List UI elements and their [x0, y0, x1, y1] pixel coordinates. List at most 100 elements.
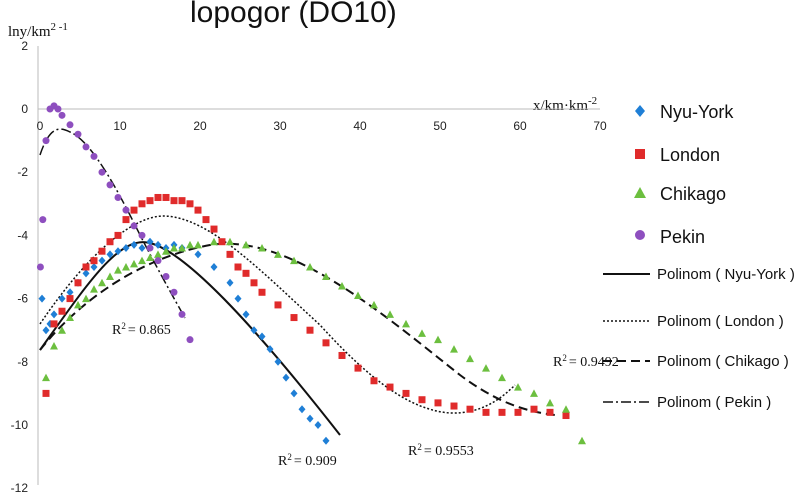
- data-point-london: [370, 377, 378, 385]
- data-point-london: [50, 320, 58, 328]
- data-point-london: [178, 197, 186, 205]
- data-point-nyu-york: [274, 357, 282, 366]
- x-tick-label: 20: [193, 119, 207, 133]
- legend: Nyu-York London Chikago Pekin Polinom ( …: [603, 102, 795, 411]
- data-point-london: [546, 408, 554, 416]
- data-point-london: [242, 269, 250, 277]
- data-point-london: [250, 279, 258, 287]
- data-point-nyu-york: [146, 237, 154, 246]
- data-point-chikago: [194, 240, 202, 249]
- y-tick-label: -6: [17, 292, 28, 306]
- data-point-chikago: [106, 272, 114, 280]
- r2-label-chikago: R2 = 0.9492: [553, 353, 619, 370]
- data-point-chikago: [210, 237, 218, 246]
- r2-label-pekin: R2 = 0.865: [112, 321, 171, 338]
- y-tick-label: -2: [17, 165, 28, 179]
- legend-label-london: London: [660, 145, 720, 165]
- data-point-chikago: [226, 237, 234, 246]
- data-point-london: [194, 206, 202, 214]
- data-point-london: [146, 197, 154, 205]
- data-point-london: [226, 250, 234, 258]
- data-point-pekin: [122, 206, 130, 214]
- data-point-london: [434, 399, 442, 407]
- data-point-london: [122, 216, 130, 224]
- data-point-chikago: [578, 436, 586, 445]
- legend-label-pekin: Pekin: [660, 227, 705, 247]
- data-point-nyu-york: [154, 240, 162, 249]
- data-point-london: [354, 364, 362, 372]
- data-point-london: [82, 263, 90, 271]
- data-point-london: [106, 238, 114, 246]
- x-tick-label: 60: [513, 119, 527, 133]
- data-point-chikago: [370, 300, 378, 309]
- x-tick-label: 40: [353, 119, 367, 133]
- data-point-nyu-york: [50, 310, 58, 319]
- data-point-london: [162, 193, 170, 201]
- data-point-nyu-york: [114, 247, 122, 256]
- data-point-nyu-york: [66, 288, 74, 297]
- data-point-nyu-york: [82, 269, 90, 278]
- data-point-pekin: [178, 310, 186, 318]
- data-point-chikago: [290, 256, 298, 265]
- trend-line-london: [39, 215, 516, 414]
- data-point-london: [562, 412, 570, 420]
- data-point-chikago: [122, 263, 130, 271]
- data-point-nyu-york: [98, 256, 106, 265]
- data-point-chikago: [50, 342, 58, 350]
- data-point-chikago: [74, 300, 82, 309]
- data-point-chikago: [114, 266, 122, 274]
- legend-label-polinom-pekin: Polinom ( Pekin ): [657, 394, 771, 411]
- data-point-chikago: [42, 373, 50, 382]
- data-point-london: [514, 408, 522, 416]
- data-point-pekin: [186, 336, 194, 344]
- data-point-chikago: [170, 244, 178, 252]
- data-point-chikago: [306, 263, 314, 271]
- data-point-chikago: [338, 281, 346, 290]
- r2-label-london: R2 = 0.9553: [408, 442, 474, 459]
- data-point-london: [234, 263, 242, 271]
- data-point-chikago: [418, 329, 426, 337]
- data-point-nyu-york: [42, 326, 50, 335]
- data-point-chikago: [162, 247, 170, 255]
- data-point-nyu-york: [38, 294, 46, 303]
- data-point-pekin: [74, 130, 82, 138]
- data-point-nyu-york: [210, 263, 218, 271]
- data-point-london: [466, 405, 474, 413]
- data-point-london: [290, 314, 298, 322]
- data-point-chikago: [82, 294, 90, 303]
- data-point-pekin: [36, 263, 44, 271]
- legend-label-polinom-london: Polinom ( London ): [657, 313, 784, 330]
- data-point-chikago: [58, 326, 66, 334]
- data-point-pekin: [146, 244, 154, 252]
- data-point-london: [66, 295, 74, 303]
- data-point-chikago: [146, 253, 154, 262]
- data-point-london: [98, 247, 106, 255]
- legend-label-polinom-nyu-york: Polinom ( Nyu-York ): [657, 266, 795, 283]
- data-point-pekin: [106, 181, 114, 189]
- data-point-chikago: [402, 319, 410, 328]
- data-point-pekin: [162, 272, 170, 280]
- data-point-nyu-york: [266, 345, 274, 354]
- data-point-pekin: [66, 121, 74, 129]
- y-tick-labels: 2 0 -2 -4 -6 -8 -10 -12: [11, 39, 29, 492]
- data-point-chikago: [130, 259, 138, 268]
- data-point-london: [306, 326, 314, 334]
- data-point-london: [202, 216, 210, 224]
- legend-marker-nyu-york: [635, 105, 645, 117]
- x-tick-label: 70: [593, 119, 607, 133]
- data-point-pekin: [54, 105, 62, 113]
- data-point-chikago: [482, 364, 490, 372]
- data-point-london: [322, 339, 330, 347]
- data-point-pekin: [138, 231, 146, 239]
- data-point-london: [338, 351, 346, 359]
- data-point-london: [170, 197, 178, 205]
- x-tick-label: 10: [113, 119, 127, 133]
- data-point-london: [402, 389, 410, 397]
- data-point-chikago: [154, 250, 162, 258]
- data-point-pekin: [114, 193, 122, 201]
- data-point-chikago: [546, 398, 554, 407]
- data-point-nyu-york: [226, 278, 234, 287]
- data-point-pekin: [154, 257, 162, 265]
- data-point-pekin: [58, 111, 66, 119]
